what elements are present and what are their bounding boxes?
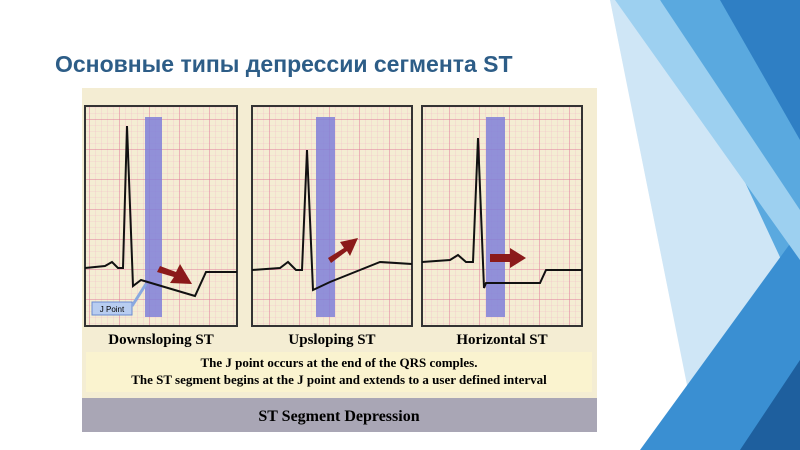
slide-title: Основные типы депрессии сегмента ST (55, 51, 513, 77)
panel (421, 105, 583, 327)
caption: ST Segment Depression (258, 408, 419, 425)
panel-label: Upsloping ST (288, 332, 375, 348)
panel: J Point (84, 105, 238, 327)
caption-bar (82, 398, 597, 432)
panel-label: Horizontal ST (456, 332, 547, 348)
note-line: The ST segment begins at the J point and… (131, 372, 547, 387)
decoration (610, 0, 800, 450)
note-line: The J point occurs at the end of the QRS… (201, 355, 478, 370)
note-box (86, 352, 592, 392)
panel (251, 105, 413, 327)
j-point-label: J Point (100, 305, 125, 314)
panel-label: Downsloping ST (108, 332, 213, 348)
